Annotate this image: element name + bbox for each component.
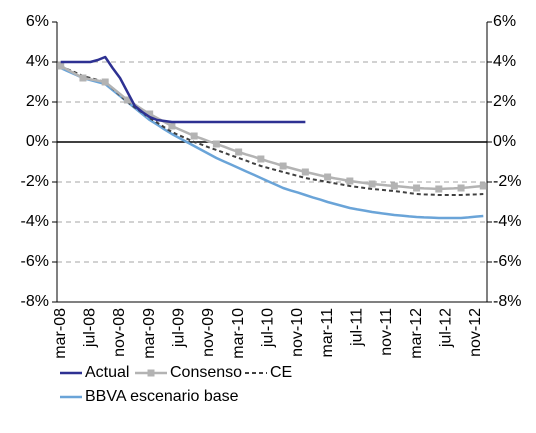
series-marker (413, 184, 421, 192)
series-marker (457, 184, 465, 192)
series-marker (101, 78, 109, 86)
y-tick-label: -8% (21, 293, 49, 310)
y-tick-label: -6% (21, 253, 49, 270)
x-tick-label: nov-09 (200, 308, 217, 357)
y-tick-label: -2% (21, 173, 49, 190)
series-line (60, 66, 484, 220)
series-marker (257, 155, 265, 163)
y2-tick-label: -2% (493, 173, 521, 190)
x-tick-label: jul-09 (171, 308, 188, 348)
series-line (60, 65, 484, 196)
y2-tick-label: 2% (493, 93, 516, 110)
legend-marker (147, 369, 155, 377)
series-marker (346, 177, 354, 185)
y2-tick-label: -4% (493, 213, 521, 230)
series-marker (168, 122, 176, 130)
legend-label: CE (270, 364, 292, 381)
x-tick-label: jul-12 (437, 308, 454, 348)
series-marker (435, 185, 443, 193)
series-marker (190, 132, 198, 140)
series-line (60, 55, 306, 124)
series-marker (479, 182, 487, 190)
x-tick-label: nov-12 (467, 308, 484, 357)
x-tick-label: mar-10 (230, 308, 247, 359)
x-tick-label: jul-10 (260, 308, 277, 348)
y2-tick-label: 0% (493, 133, 516, 150)
series-marker (235, 148, 243, 156)
series-marker (123, 96, 131, 104)
y2-tick-label: -6% (493, 253, 521, 270)
series-marker (324, 173, 332, 181)
x-tick-label: nov-08 (111, 308, 128, 357)
x-tick-label: mar-11 (319, 308, 336, 358)
series-marker (57, 62, 65, 70)
series-marker (390, 182, 398, 190)
x-tick-label: jul-11 (348, 308, 365, 347)
x-tick-label: nov-11 (378, 308, 395, 356)
legend-label: BBVA escenario base (85, 388, 239, 405)
series-marker (146, 110, 154, 118)
y-tick-label: 4% (26, 53, 49, 70)
legend-label: Consenso (170, 364, 242, 381)
y2-tick-label: 6% (493, 13, 516, 30)
x-tick-label: mar-08 (52, 308, 69, 359)
series-marker (368, 180, 376, 188)
series-marker (279, 162, 287, 170)
series-marker (79, 74, 87, 82)
x-tick-label: mar-09 (141, 308, 158, 359)
y-tick-label: 6% (26, 13, 49, 30)
x-tick-label: nov-10 (289, 308, 306, 357)
series-marker (301, 168, 309, 176)
y2-tick-label: -8% (493, 293, 521, 310)
x-tick-label: mar-12 (408, 308, 425, 359)
legend-label: Actual (85, 364, 129, 381)
y-tick-label: 0% (26, 133, 49, 150)
series-line (60, 64, 484, 191)
y-tick-label: 2% (26, 93, 49, 110)
x-tick-label: jul-08 (82, 308, 99, 348)
y-tick-label: -4% (21, 213, 49, 230)
series-marker (212, 140, 220, 148)
y2-tick-label: 4% (493, 53, 516, 70)
